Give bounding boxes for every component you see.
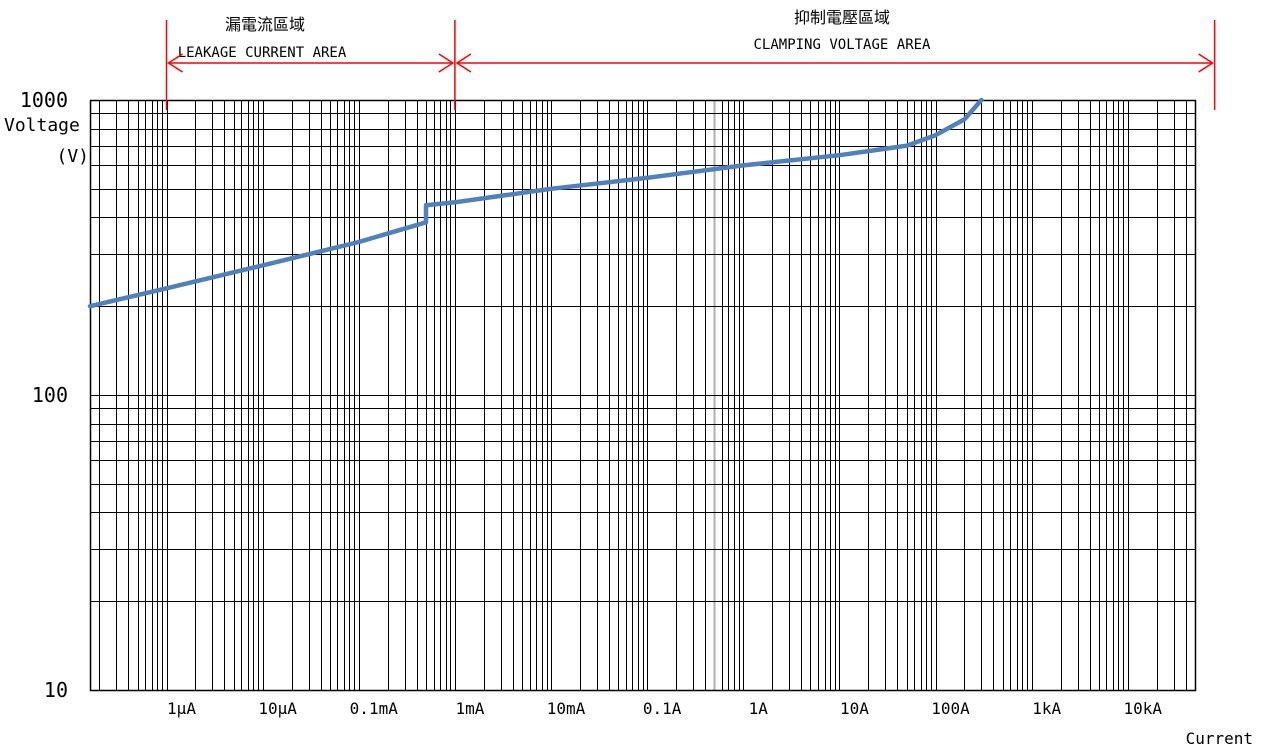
x-tick-label: 10mA <box>547 699 586 718</box>
x-tick-label: 10μA <box>258 699 297 718</box>
annotation-arrow-head-right <box>438 53 455 73</box>
series-line <box>87 97 984 309</box>
y-tick-labels: 10 100 1000 <box>20 88 68 702</box>
y-axis-title-line2: (V) <box>56 146 89 167</box>
y-axis-title-line1: Voltage <box>4 115 80 136</box>
annotation-arrow-head-right <box>1198 53 1215 73</box>
annotations: 漏電流區域 LEAKAGE CURRENT AREA 抑制電壓區域 CLAMPI… <box>165 8 1216 110</box>
series-layer <box>87 97 984 309</box>
annotation-clamping-subtitle: CLAMPING VOLTAGE AREA <box>753 37 931 53</box>
annotation-arrow-head-left <box>167 53 183 73</box>
y-tick-label: 1000 <box>20 88 68 112</box>
x-tick-label: 0.1A <box>643 699 682 718</box>
x-tick-label: 0.1mA <box>350 699 399 718</box>
annotation-leakage-subtitle: LEAKAGE CURRENT AREA <box>178 45 347 61</box>
plot-border <box>89 99 1197 692</box>
axis-titles: Voltage (V) Current <box>4 115 1253 748</box>
y-tick-label: 100 <box>32 383 68 407</box>
x-tick-label: 1μA <box>167 699 196 718</box>
x-tick-label: 1mA <box>455 699 484 718</box>
plot-frame <box>89 99 1197 692</box>
x-axis-title: Current <box>1186 729 1253 747</box>
annotation-clamping-title: 抑制電壓區域 <box>794 8 890 27</box>
x-tick-label: 10kA <box>1124 699 1163 718</box>
x-tick-label: 1A <box>749 699 769 718</box>
x-tick-label: 100A <box>931 699 970 718</box>
x-tick-label: 10A <box>840 699 869 718</box>
y-tick-label: 10 <box>44 678 68 702</box>
annotation-leakage-title: 漏電流區域 <box>225 15 305 34</box>
grid <box>90 100 1196 691</box>
x-tick-label: 1kA <box>1032 699 1061 718</box>
annotation-arrow-head-left <box>455 53 472 73</box>
x-tick-labels: 1μA 10μA 0.1mA 1mA 10mA 0.1A 1A 10A 100A 1kA 10kA <box>167 699 1162 718</box>
